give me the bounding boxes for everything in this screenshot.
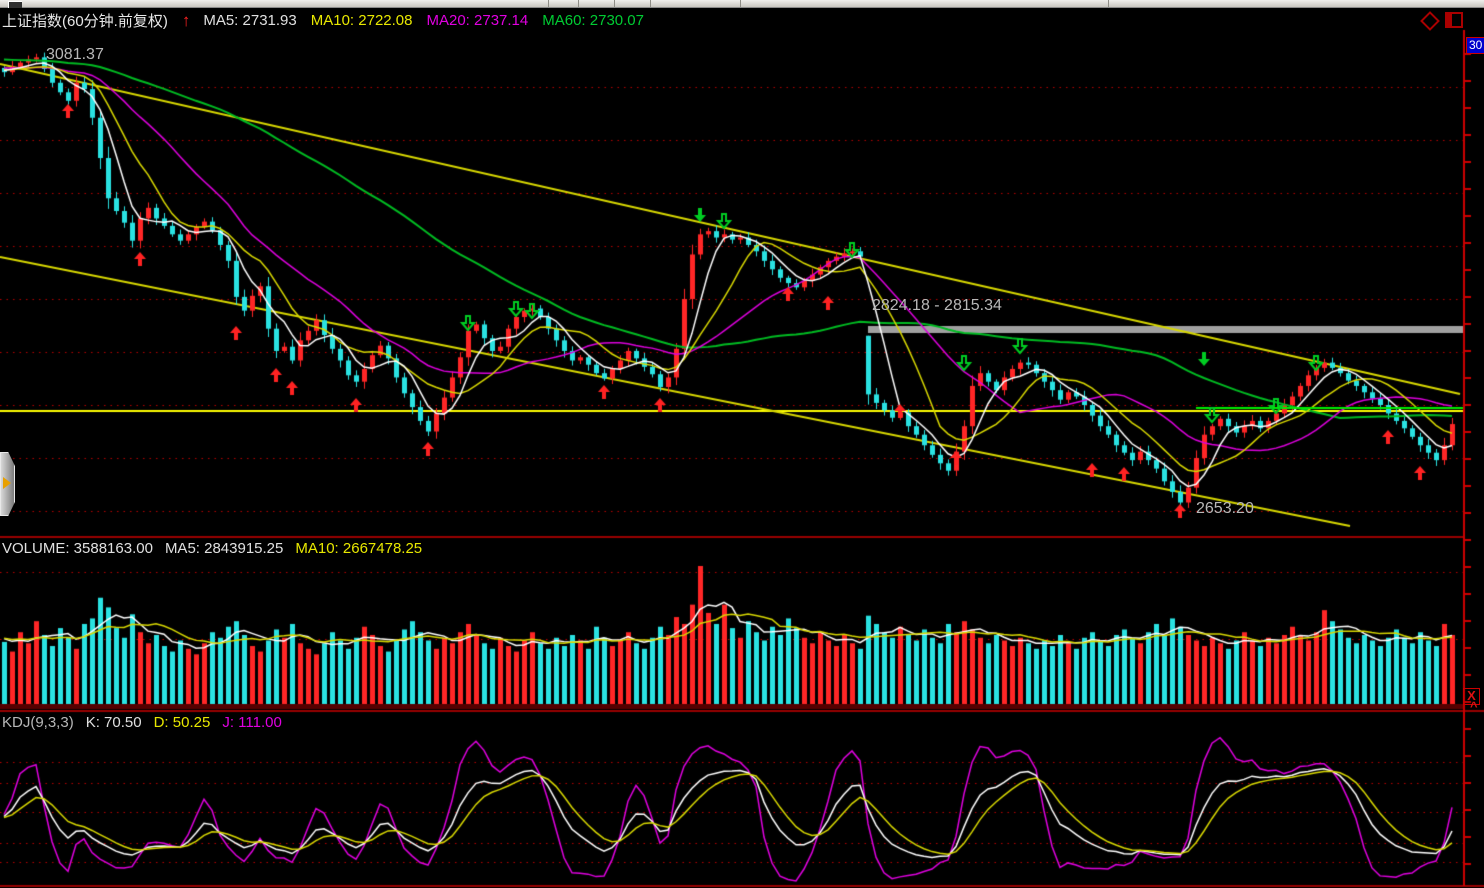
toolbar-divider bbox=[578, 0, 579, 7]
ma10-value: MA10: 2722.08 bbox=[310, 12, 413, 29]
volume-value: VOLUME: 3588163.00 bbox=[2, 540, 153, 557]
ma5-value: MA5: 2731.93 bbox=[203, 12, 297, 29]
kdj-header: KDJ(9,3,3) K: 70.50 D: 50.25 J: 111.00 bbox=[2, 714, 282, 731]
toolbar-divider bbox=[740, 0, 741, 7]
kdj-k-value: K: 70.50 bbox=[85, 714, 142, 731]
volume-ma10-value: MA10: 2667478.25 bbox=[295, 540, 423, 557]
toolbar-divider bbox=[548, 0, 549, 7]
price-axis-top-label: 30 bbox=[1466, 37, 1484, 54]
volume-header: VOLUME: 3588163.00 MA5: 2843915.25 MA10:… bbox=[2, 540, 422, 557]
indicator-collapse-button[interactable]: ^ bbox=[1470, 699, 1478, 714]
main-chart-header: 上证指数(60分钟.前复权) ↑ MA5: 2731.93 MA10: 2722… bbox=[2, 10, 644, 31]
top-toolbar-strip bbox=[0, 0, 1484, 8]
ma20-value: MA20: 2737.14 bbox=[426, 12, 529, 29]
kdj-j-value: J: 111.00 bbox=[222, 714, 282, 731]
toolbar-divider bbox=[614, 0, 615, 7]
split-window-icon[interactable] bbox=[1445, 12, 1463, 28]
up-arrow-icon: ↑ bbox=[181, 10, 190, 30]
split-window-pane bbox=[1447, 14, 1452, 26]
indicator-close-button[interactable]: X bbox=[1463, 688, 1480, 705]
kdj-d-value: D: 50.25 bbox=[153, 714, 211, 731]
kdj-title: KDJ(9,3,3) bbox=[2, 714, 74, 731]
volume-ma5-value: MA5: 2843915.25 bbox=[164, 540, 284, 557]
toolbar-divider bbox=[1108, 0, 1109, 7]
ma60-value: MA60: 2730.07 bbox=[542, 12, 644, 29]
high-price-label: 3081.37 bbox=[46, 46, 104, 63]
toolbar-button-fragment bbox=[8, 1, 22, 8]
expand-arrow-icon bbox=[3, 477, 11, 489]
gap-range-label: 2824.18 - 2815.34 bbox=[872, 297, 1002, 314]
instrument-title: 上证指数(60分钟.前复权) bbox=[2, 13, 168, 30]
toolbar-divider bbox=[650, 0, 651, 7]
panel-expand-handle[interactable] bbox=[0, 452, 15, 516]
low-price-label: 2653.20 bbox=[1196, 500, 1254, 517]
